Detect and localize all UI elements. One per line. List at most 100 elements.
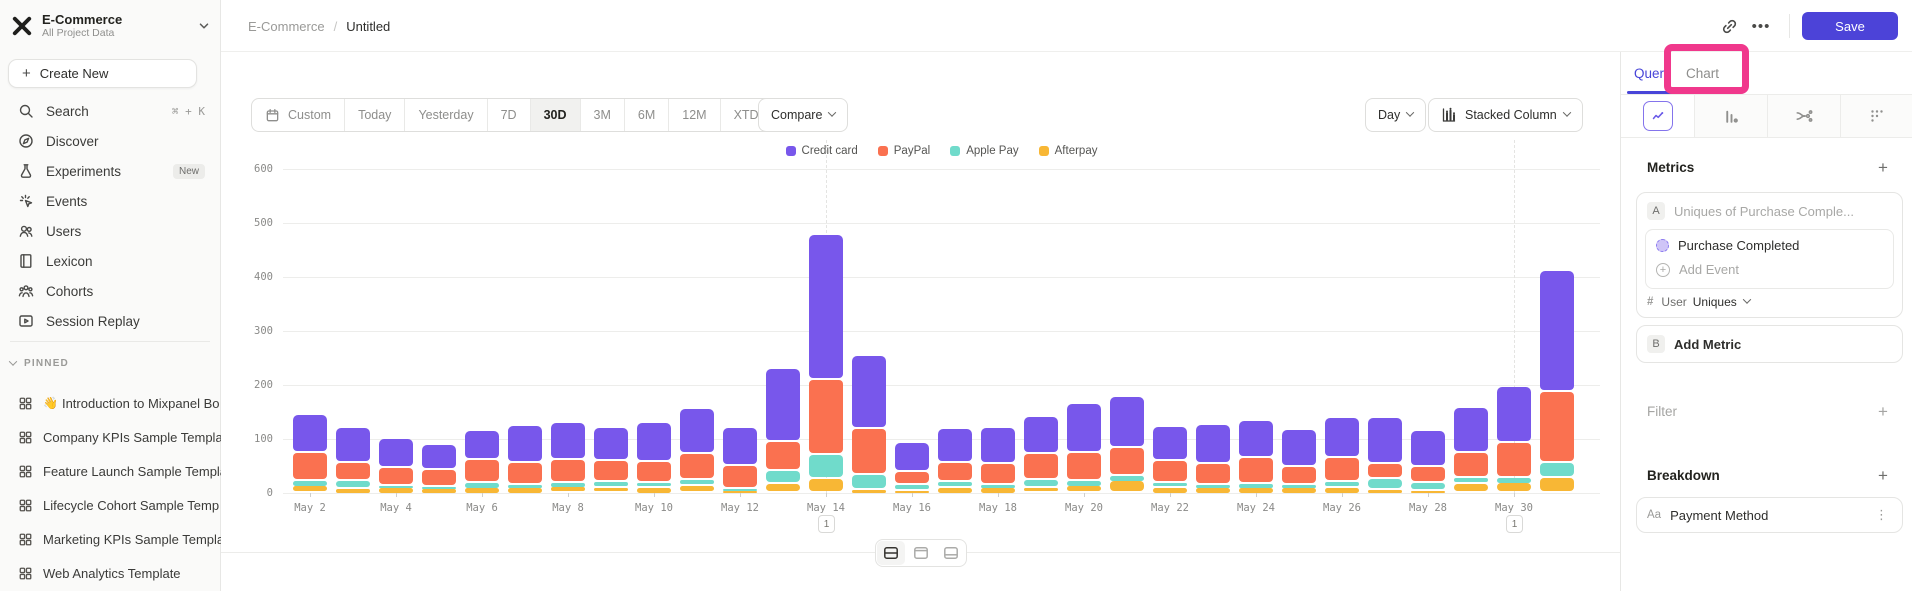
bar-segment-credit-card[interactable] [551, 423, 585, 459]
bar-segment-credit-card[interactable] [680, 408, 714, 452]
layout-chart-only-button[interactable] [907, 541, 935, 565]
bar-segment-apple-pay[interactable] [981, 484, 1015, 489]
bar-segment-afterpay[interactable] [809, 478, 843, 491]
bar-segment-paypal[interactable] [766, 442, 800, 470]
bar-segment-afterpay[interactable] [637, 488, 671, 493]
bar-segment-paypal[interactable] [1540, 392, 1574, 461]
bar-segment-paypal[interactable] [508, 463, 542, 483]
bar-segment-credit-card[interactable] [1153, 427, 1187, 460]
bar-segment-credit-card[interactable] [293, 415, 327, 452]
bar-segment-paypal[interactable] [422, 469, 456, 485]
pinned-board-item[interactable]: Company KPIs Sample Templat [0, 420, 221, 454]
share-link-icon[interactable] [1713, 10, 1745, 42]
range-6m-button[interactable]: 6M [625, 99, 670, 131]
bar-segment-afterpay[interactable] [336, 489, 370, 493]
bar-segment-apple-pay[interactable] [766, 471, 800, 482]
bar-segment-afterpay[interactable] [852, 489, 886, 493]
bar-segment-afterpay[interactable] [1497, 482, 1531, 491]
bar-segment-apple-pay[interactable] [1325, 481, 1359, 487]
bar-segment-afterpay[interactable] [594, 487, 628, 491]
bar-segment-paypal[interactable] [1282, 467, 1316, 483]
bar-segment-afterpay[interactable] [938, 488, 972, 493]
bar-segment-credit-card[interactable] [981, 428, 1015, 463]
bar-segment-credit-card[interactable] [1411, 430, 1445, 466]
bar-segment-paypal[interactable] [594, 461, 628, 481]
legend-item-credit-card[interactable]: Credit card [785, 145, 858, 157]
bar-segment-afterpay[interactable] [465, 488, 499, 493]
bar-segment-paypal[interactable] [1497, 442, 1531, 476]
bar-segment-credit-card[interactable] [1454, 408, 1488, 452]
bar-segment-afterpay[interactable] [1153, 488, 1187, 493]
bar-segment-apple-pay[interactable] [723, 489, 757, 492]
range-12m-button[interactable]: 12M [669, 99, 721, 131]
range-7d-button[interactable]: 7D [488, 99, 531, 131]
legend-item-paypal[interactable]: PayPal [877, 145, 930, 157]
sidebar-item-discover[interactable]: Discover [0, 126, 221, 156]
legend-item-apple-pay[interactable]: Apple Pay [950, 145, 1019, 157]
bar-segment-paypal[interactable] [1110, 448, 1144, 475]
bar-segment-credit-card[interactable] [1024, 417, 1058, 452]
bar-segment-apple-pay[interactable] [1196, 484, 1230, 489]
bar-segment-afterpay[interactable] [1325, 488, 1359, 493]
bar-segment-paypal[interactable] [1411, 467, 1445, 481]
breadcrumb-current[interactable]: Untitled [346, 18, 391, 34]
bar-segment-paypal[interactable] [1196, 463, 1230, 483]
bar-segment-credit-card[interactable] [1196, 424, 1230, 462]
bar-segment-credit-card[interactable] [465, 430, 499, 459]
bar-segment-apple-pay[interactable] [637, 482, 671, 487]
add-breakdown-button[interactable]: + [1878, 466, 1888, 485]
bar-segment-credit-card[interactable] [895, 442, 929, 470]
bar-segment-paypal[interactable] [723, 466, 757, 488]
bar-segment-paypal[interactable] [379, 468, 413, 484]
bar-segment-credit-card[interactable] [809, 234, 843, 379]
bar-segment-afterpay[interactable] [895, 490, 929, 493]
bar-segment-afterpay[interactable] [1024, 487, 1058, 491]
bar-segment-apple-pay[interactable] [422, 486, 456, 490]
sidebar-item-cohorts[interactable]: Cohorts [0, 276, 221, 306]
bar-segment-afterpay[interactable] [1196, 488, 1230, 493]
annotation-badge[interactable]: 1 [1506, 515, 1523, 533]
bar-segment-afterpay[interactable] [1067, 485, 1101, 491]
sidebar-item-lexicon[interactable]: Lexicon [0, 246, 221, 276]
bar-segment-apple-pay[interactable] [1368, 478, 1402, 488]
bar-segment-paypal[interactable] [938, 463, 972, 480]
bar-segment-apple-pay[interactable] [938, 481, 972, 487]
bar-segment-afterpay[interactable] [723, 490, 757, 493]
sidebar-item-search[interactable]: Search ⌘ + K [0, 96, 221, 126]
bar-segment-apple-pay[interactable] [1153, 482, 1187, 487]
bar-segment-apple-pay[interactable] [465, 483, 499, 489]
breadcrumb-project-link[interactable]: E-Commerce [248, 18, 325, 34]
bar-segment-paypal[interactable] [1368, 463, 1402, 477]
report-type-funnels-tab[interactable] [1694, 95, 1767, 137]
tab-chart[interactable]: Chart [1686, 65, 1720, 81]
bar-segment-credit-card[interactable] [852, 355, 886, 428]
bar-segment-paypal[interactable] [1454, 453, 1488, 476]
compare-button[interactable]: Compare [758, 98, 849, 132]
pinned-board-item[interactable]: Lifecycle Cohort Sample Temp [0, 488, 221, 522]
bar-segment-apple-pay[interactable] [1497, 477, 1531, 483]
bar-segment-apple-pay[interactable] [336, 481, 370, 488]
bar-segment-paypal[interactable] [1239, 457, 1273, 482]
bar-segment-credit-card[interactable] [1239, 421, 1273, 456]
bar-segment-paypal[interactable] [637, 461, 671, 481]
pinned-board-item[interactable]: 👋 Introduction to Mixpanel Bo [0, 386, 221, 420]
bar-segment-afterpay[interactable] [508, 488, 542, 493]
bar-segment-afterpay[interactable] [379, 488, 413, 493]
range-30d-button[interactable]: 30D [530, 99, 581, 131]
breakdown-item-card[interactable]: Aa Payment Method ⋮ [1636, 497, 1903, 533]
bar-segment-credit-card[interactable] [1497, 387, 1531, 441]
bar-segment-afterpay[interactable] [1540, 477, 1574, 491]
bar-segment-afterpay[interactable] [1368, 489, 1402, 493]
bar-segment-paypal[interactable] [981, 464, 1015, 483]
bar-segment-apple-pay[interactable] [1411, 482, 1445, 489]
pinned-board-item[interactable]: Web Analytics Template [0, 556, 221, 590]
report-type-retention-tab[interactable] [1840, 95, 1912, 137]
create-new-button[interactable]: + Create New [8, 59, 197, 88]
add-event-row[interactable]: + Add Event [1646, 253, 1893, 277]
pinned-board-item[interactable]: Feature Launch Sample Templa [0, 454, 221, 488]
save-button[interactable]: Save [1802, 12, 1898, 40]
legend-item-afterpay[interactable]: Afterpay [1038, 145, 1097, 157]
add-filter-button[interactable]: + [1878, 402, 1888, 421]
bar-segment-apple-pay[interactable] [1067, 481, 1101, 486]
bar-segment-credit-card[interactable] [379, 439, 413, 467]
